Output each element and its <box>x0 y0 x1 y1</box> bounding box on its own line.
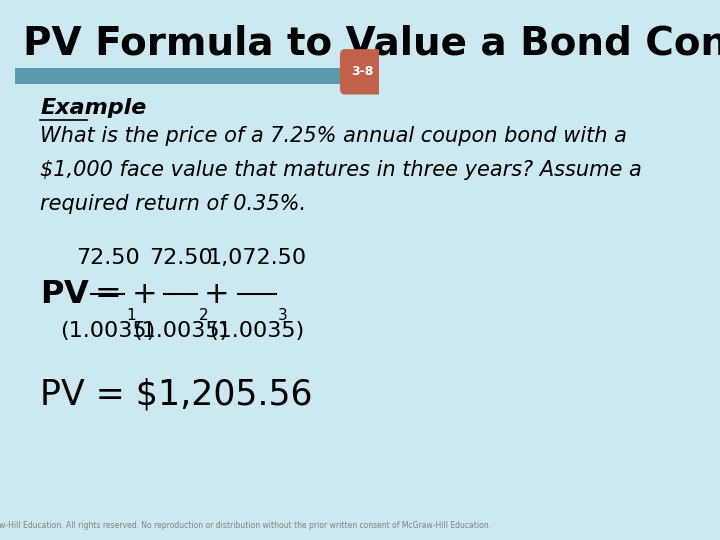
Text: (1.0035): (1.0035) <box>210 321 305 341</box>
Text: +: + <box>131 280 157 309</box>
Text: 1: 1 <box>126 308 136 323</box>
Text: 72.50: 72.50 <box>76 247 140 268</box>
Text: 2: 2 <box>199 308 209 323</box>
Text: (1.0035): (1.0035) <box>60 321 156 341</box>
Text: (1.0035): (1.0035) <box>133 321 228 341</box>
FancyBboxPatch shape <box>340 49 384 94</box>
Text: +: + <box>204 280 230 309</box>
Text: Copyright © 2020 McGraw-Hill Education. All rights reserved. No reproduction or : Copyright © 2020 McGraw-Hill Education. … <box>0 521 491 530</box>
Text: What is the price of a 7.25% annual coupon bond with a: What is the price of a 7.25% annual coup… <box>40 126 627 146</box>
Text: PV = $1,205.56: PV = $1,205.56 <box>40 377 313 411</box>
Text: PV Formula to Value a Bond Continued 4: PV Formula to Value a Bond Continued 4 <box>23 24 720 62</box>
Text: $1,000 face value that matures in three years? Assume a: $1,000 face value that matures in three … <box>40 160 642 180</box>
Text: 1,072.50: 1,072.50 <box>207 247 307 268</box>
Text: 3: 3 <box>278 308 288 323</box>
FancyBboxPatch shape <box>15 68 379 84</box>
Text: required return of 0.35%.: required return of 0.35%. <box>40 194 307 214</box>
Text: Example: Example <box>40 98 147 118</box>
Text: 3-8: 3-8 <box>351 65 373 78</box>
Text: 72.50: 72.50 <box>148 247 212 268</box>
Text: $\mathbf{PV} =$: $\mathbf{PV} =$ <box>40 279 120 310</box>
